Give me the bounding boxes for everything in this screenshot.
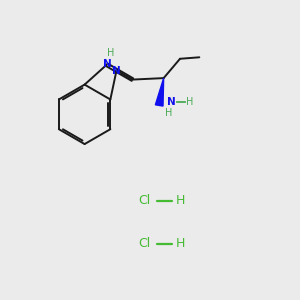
Text: H: H: [106, 48, 114, 59]
Text: N: N: [103, 59, 111, 69]
Text: H: H: [186, 97, 193, 107]
Text: H: H: [165, 108, 172, 118]
Text: H: H: [176, 194, 185, 207]
Text: N: N: [167, 97, 176, 107]
Text: Cl: Cl: [138, 237, 150, 250]
Text: N: N: [112, 66, 121, 76]
Text: H: H: [176, 237, 185, 250]
Text: Cl: Cl: [138, 194, 150, 207]
Polygon shape: [155, 78, 164, 106]
